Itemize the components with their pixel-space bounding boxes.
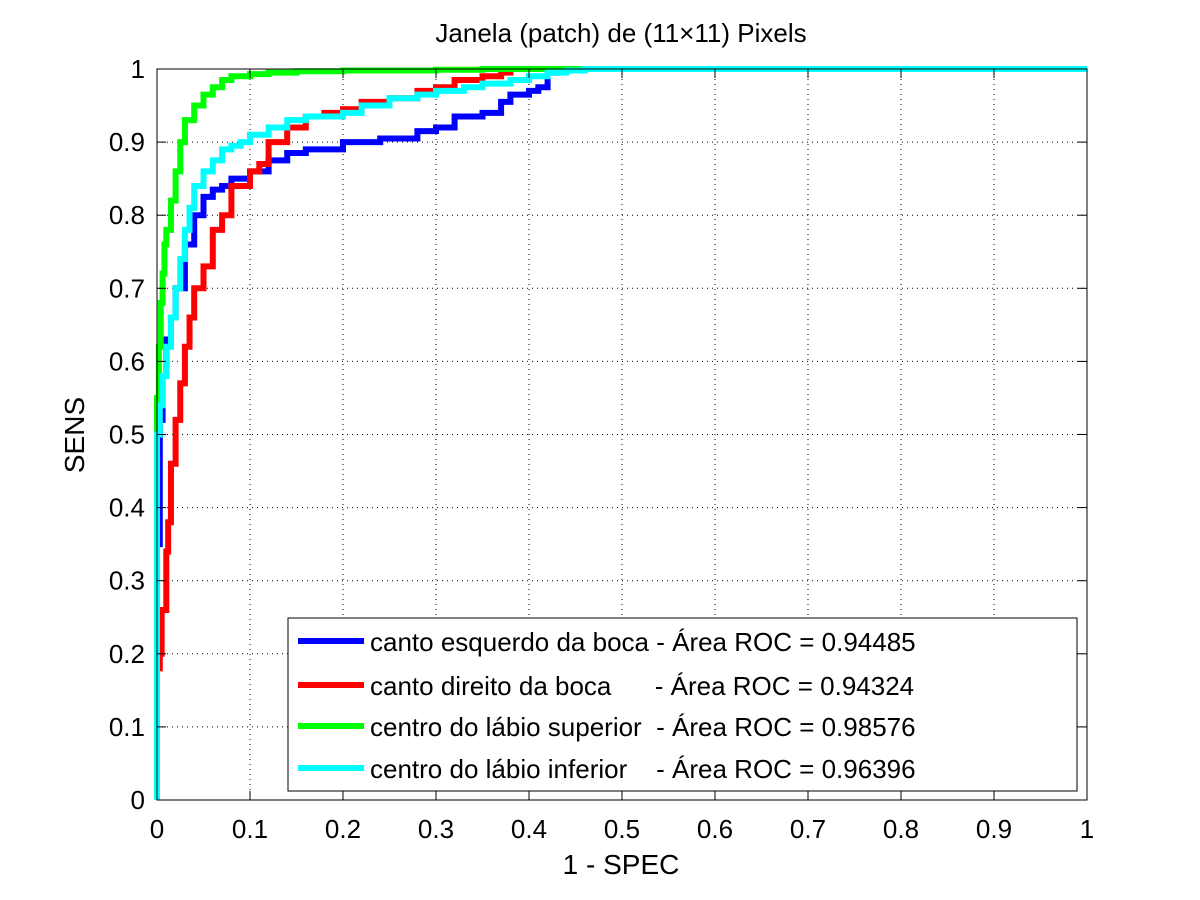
x-tick-label: 0.8 xyxy=(883,814,919,844)
legend-box xyxy=(287,617,1078,792)
y-tick-label: 0.9 xyxy=(109,127,145,157)
y-tick-label: 0.7 xyxy=(109,273,145,303)
x-tick-label: 0.3 xyxy=(418,814,454,844)
legend-label-2: canto direito da boca - Área ROC = 0.943… xyxy=(370,671,914,701)
x-tick-label: 0.9 xyxy=(976,814,1012,844)
x-tick-label: 0.1 xyxy=(232,814,268,844)
legend-label-4: centro do lábio inferior - Área ROC = 0.… xyxy=(370,754,916,784)
x-tick-label: 1 xyxy=(1080,814,1094,844)
y-tick-label: 0.5 xyxy=(109,420,145,450)
series-line-3 xyxy=(154,66,1087,800)
legend: canto esquerdo da boca - Área ROC = 0.94… xyxy=(287,617,1078,792)
series-lines xyxy=(154,66,1087,800)
x-tick-label: 0 xyxy=(150,814,164,844)
x-tick-label: 0.6 xyxy=(697,814,733,844)
chart-title: Janela (patch) de (11×11) Pixels xyxy=(435,18,806,48)
y-tick-label: 0.1 xyxy=(109,712,145,742)
legend-label-3: centro do lábio superior - Área ROC = 0.… xyxy=(370,712,916,742)
y-tick-label: 0.6 xyxy=(109,346,145,376)
y-tick-label: 0 xyxy=(131,785,145,815)
y-tick-label: 0.8 xyxy=(109,200,145,230)
x-tick-label: 0.5 xyxy=(604,814,640,844)
x-tick-label: 0.2 xyxy=(325,814,361,844)
x-tick-label: 0.7 xyxy=(790,814,826,844)
y-tick-label: 0.2 xyxy=(109,639,145,669)
x-axis-title: 1 - SPEC xyxy=(563,849,680,880)
series-line-4 xyxy=(154,66,1087,800)
y-axis-title: SENS xyxy=(59,397,90,473)
axis-ticks: 0 0.1 0.2 0.3 0.4 0.5 0.6 0.7 0.8 0.9 1 0 0.1 0.2 0.3 0… xyxy=(109,54,1094,844)
legend-label-1: canto esquerdo da boca - Área ROC = 0.94… xyxy=(370,627,916,657)
x-tick-label: 0.4 xyxy=(511,814,547,844)
y-tick-label: 0.4 xyxy=(109,493,145,523)
y-tick-label: 1 xyxy=(131,54,145,84)
series-line-2 xyxy=(154,66,1087,800)
y-tick-label: 0.3 xyxy=(109,566,145,596)
